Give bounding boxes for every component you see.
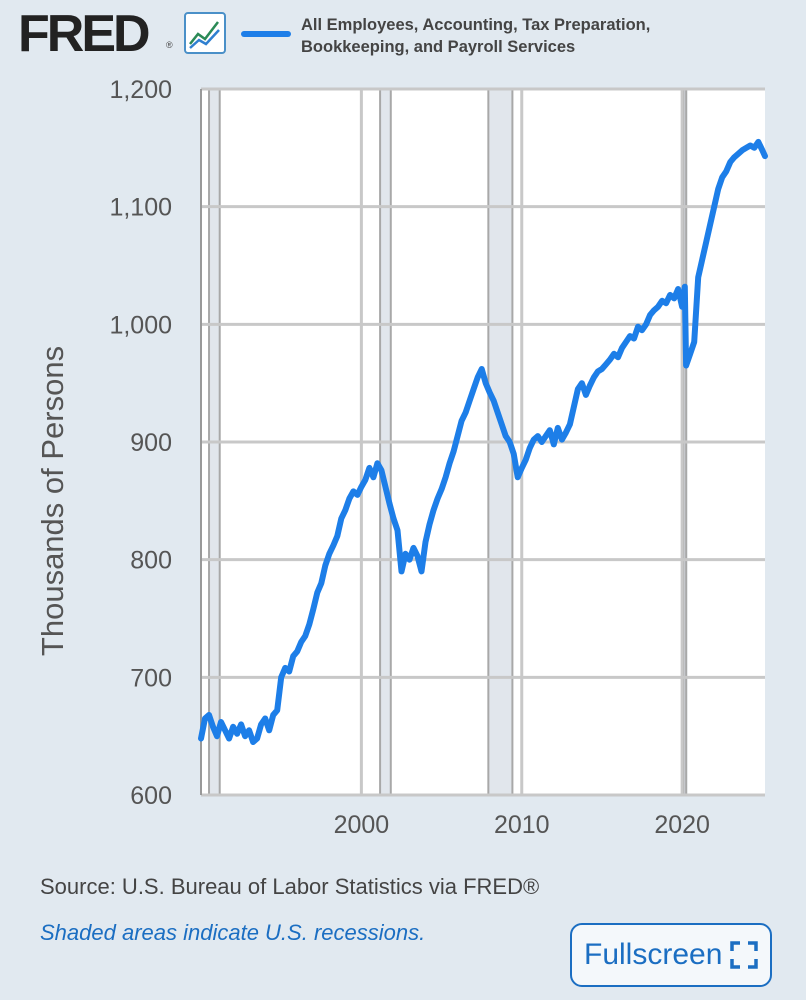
y-tick-label-1000: 1,000 bbox=[109, 311, 172, 339]
y-tick-label-700: 700 bbox=[130, 664, 172, 692]
fullscreen-button[interactable]: Fullscreen bbox=[570, 923, 772, 987]
series-line bbox=[198, 138, 768, 745]
recession-note: Shaded areas indicate U.S. recessions. bbox=[40, 920, 426, 945]
chart-header: FRED ® All Employees, Accounting, Tax Pr… bbox=[0, 0, 806, 75]
legend-swatch bbox=[241, 31, 291, 37]
x-axis-ticks: 2000 2010 2020 bbox=[334, 811, 710, 839]
registered-mark: ® bbox=[166, 40, 173, 50]
x-tick-label-2010: 2010 bbox=[494, 811, 550, 839]
y-axis-title: Thousands of Persons bbox=[35, 346, 70, 656]
y-tick-label-600: 600 bbox=[130, 782, 172, 810]
y-axis-ticks: 600 700 800 900 1,000 1,100 1,200 bbox=[109, 76, 172, 810]
fullscreen-label: Fullscreen bbox=[584, 938, 723, 971]
line-chart: Thousands of Persons 600 700 800 900 1,000 1,… bbox=[35, 76, 768, 839]
x-tick-label-2000: 2000 bbox=[334, 811, 390, 839]
y-tick-label-1100: 1,100 bbox=[109, 194, 172, 222]
expand-icon bbox=[730, 941, 759, 969]
legend-label: All Employees, Accounting, Tax Preparati… bbox=[301, 16, 651, 56]
gridlines bbox=[200, 87, 765, 797]
fred-logo[interactable]: FRED bbox=[18, 5, 151, 63]
y-tick-label-1200: 1,200 bbox=[109, 76, 172, 104]
source-text: Source: U.S. Bureau of Labor Statistics … bbox=[40, 874, 540, 899]
line-graph-icon[interactable] bbox=[184, 12, 226, 54]
y-tick-label-800: 800 bbox=[130, 547, 172, 575]
y-tick-label-900: 900 bbox=[130, 429, 172, 457]
x-tick-label-2020: 2020 bbox=[654, 811, 710, 839]
